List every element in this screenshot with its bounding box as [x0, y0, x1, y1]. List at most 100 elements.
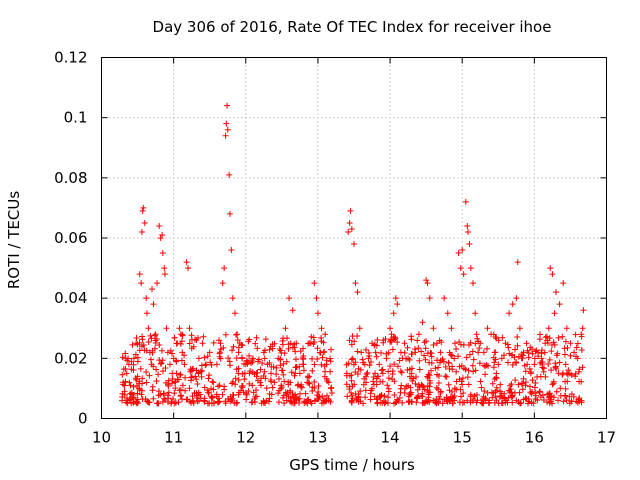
- data-point: [414, 337, 421, 344]
- data-point: [579, 364, 586, 371]
- data-point: [159, 398, 166, 405]
- data-point: [473, 331, 480, 338]
- data-point: [472, 367, 479, 374]
- data-point: [279, 341, 286, 348]
- data-point: [278, 367, 285, 374]
- data-point: [233, 331, 240, 338]
- data-point: [239, 355, 246, 362]
- data-point: [523, 396, 530, 403]
- data-point: [152, 331, 159, 338]
- data-point: [188, 367, 195, 374]
- data-point: [253, 334, 260, 341]
- data-point: [159, 357, 166, 364]
- data-point: [184, 396, 191, 403]
- y-tick-label: 0: [78, 410, 88, 428]
- y-tick-label: 0.04: [54, 289, 87, 307]
- data-point: [209, 394, 216, 401]
- data-point: [315, 383, 322, 390]
- data-point: [182, 374, 189, 381]
- data-point: [442, 373, 449, 380]
- data-point: [435, 364, 442, 371]
- data-point: [480, 349, 487, 356]
- data-point: [385, 368, 392, 375]
- data-point: [532, 380, 539, 387]
- data-point: [124, 397, 131, 404]
- data-point: [556, 301, 563, 308]
- data-point: [436, 337, 443, 344]
- data-point: [491, 359, 498, 366]
- data-point: [283, 397, 290, 404]
- data-point: [419, 319, 426, 326]
- data-point: [232, 375, 239, 382]
- data-point: [346, 219, 353, 226]
- data-point: [389, 346, 396, 353]
- data-point: [234, 336, 241, 343]
- data-point: [287, 340, 294, 347]
- data-point: [253, 373, 260, 380]
- y-tick-label: 0.06: [54, 229, 87, 247]
- x-tick-label: 14: [381, 429, 400, 447]
- data-point: [156, 222, 163, 229]
- data-point: [210, 399, 217, 406]
- data-point: [277, 362, 284, 369]
- data-point: [273, 364, 280, 371]
- data-point: [572, 331, 579, 338]
- data-point: [241, 376, 248, 383]
- data-point: [311, 398, 318, 405]
- data-point: [464, 397, 471, 404]
- data-point: [140, 204, 147, 211]
- data-point: [348, 372, 355, 379]
- data-point: [560, 280, 567, 287]
- data-point: [348, 341, 355, 348]
- data-point: [269, 345, 276, 352]
- data-point: [520, 349, 527, 356]
- data-point: [524, 400, 531, 407]
- data-point: [273, 371, 280, 378]
- data-point: [424, 398, 431, 405]
- data-point: [121, 388, 128, 395]
- data-point: [387, 363, 394, 370]
- data-point: [527, 389, 534, 396]
- data-point: [176, 325, 183, 332]
- data-point: [514, 259, 521, 266]
- x-tick-label: 12: [236, 429, 255, 447]
- data-point: [448, 352, 455, 359]
- data-point: [348, 356, 355, 363]
- data-point: [226, 171, 233, 178]
- data-point: [467, 265, 474, 272]
- data-point: [498, 400, 505, 407]
- data-point: [546, 390, 553, 397]
- data-point: [435, 379, 442, 386]
- y-tick-label: 0.08: [54, 169, 87, 187]
- data-point: [542, 334, 549, 341]
- data-point: [139, 207, 146, 214]
- data-point: [373, 375, 380, 382]
- data-point: [566, 393, 573, 400]
- data-point: [234, 331, 241, 338]
- data-point: [539, 392, 546, 399]
- data-point: [372, 370, 379, 377]
- data-point: [320, 339, 327, 346]
- data-point: [222, 331, 229, 338]
- data-point: [391, 361, 398, 368]
- data-point: [534, 397, 541, 404]
- data-point: [550, 394, 557, 401]
- data-point: [516, 325, 523, 332]
- data-point: [519, 386, 526, 393]
- data-point: [224, 126, 231, 133]
- data-point: [373, 342, 380, 349]
- data-point: [139, 375, 146, 382]
- data-point: [464, 374, 471, 381]
- data-point: [262, 336, 269, 343]
- data-point: [526, 365, 533, 372]
- data-point: [516, 389, 523, 396]
- data-point: [495, 361, 502, 368]
- data-point: [231, 310, 238, 317]
- data-point: [122, 350, 129, 357]
- data-point: [348, 389, 355, 396]
- data-point: [136, 385, 143, 392]
- data-point: [467, 399, 474, 406]
- data-point: [309, 355, 316, 362]
- data-point: [416, 357, 423, 364]
- data-point: [189, 393, 196, 400]
